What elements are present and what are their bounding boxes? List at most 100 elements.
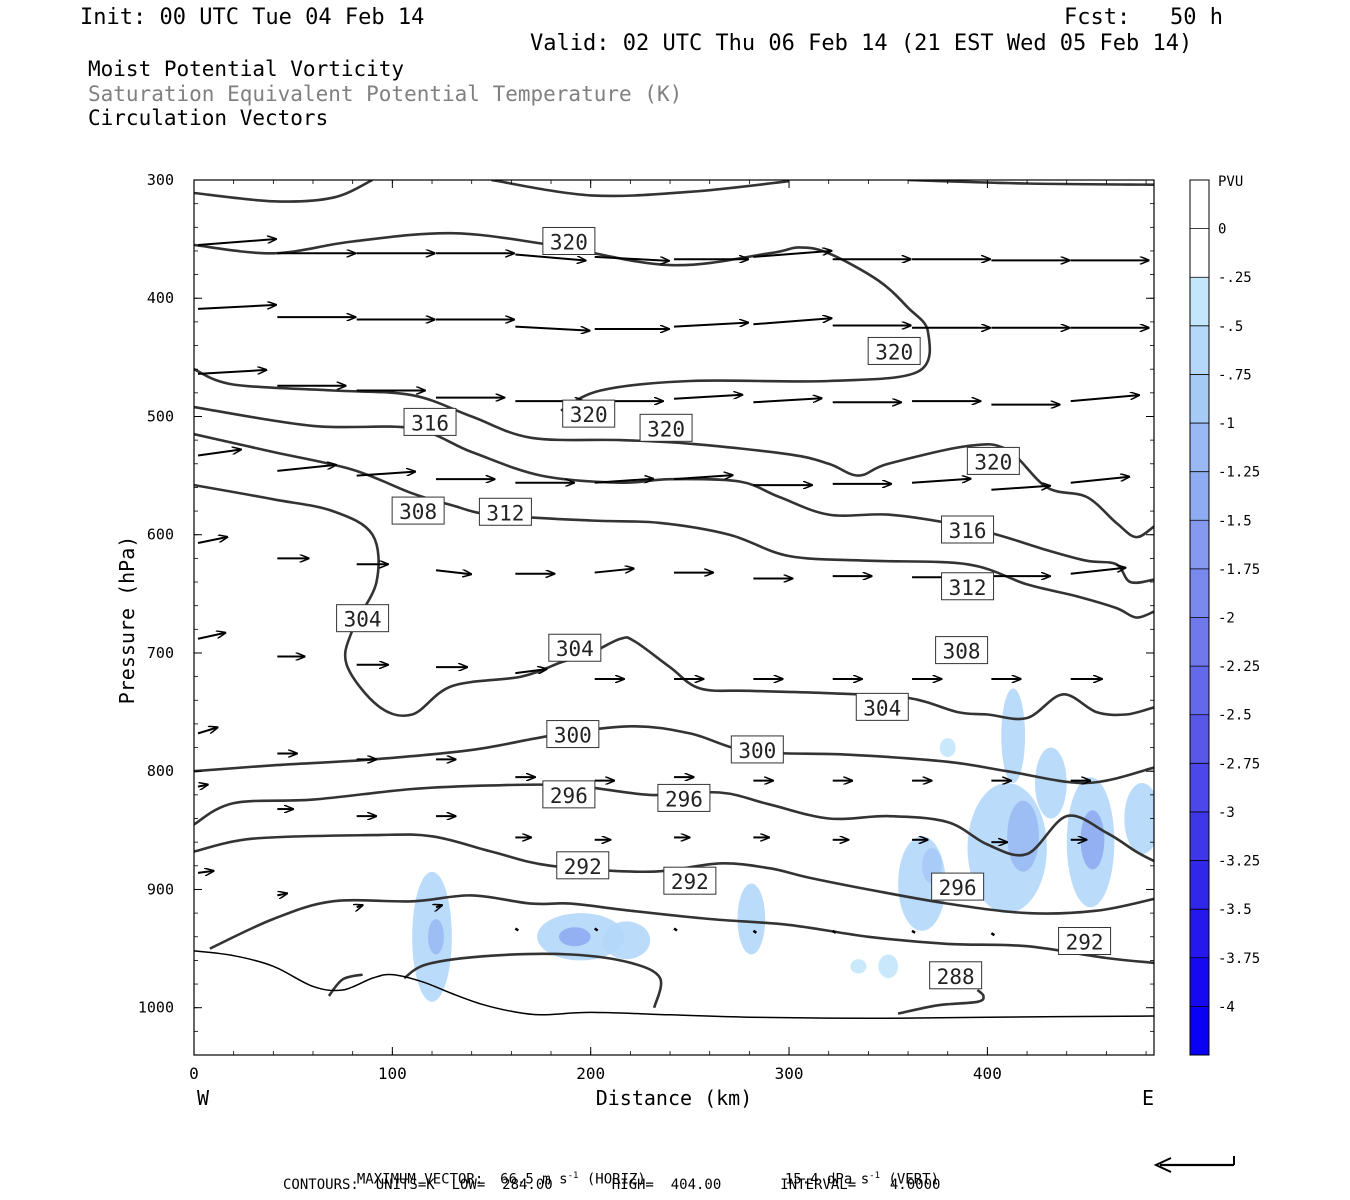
vector-arrow: [356, 472, 416, 477]
pv-region-4: [602, 921, 651, 960]
contour-label-box: [403, 407, 457, 436]
colorbar-swatch: [1190, 277, 1209, 327]
vector-arrow: [277, 465, 336, 472]
colorbar-swatch: [1190, 568, 1209, 618]
vector-arrow: [594, 569, 634, 574]
max-vector-vert: 15.4 dPa s-1 (VERT): [768, 1158, 939, 1187]
x-tick-label: 300: [775, 1064, 804, 1083]
contour-276-13: [327, 973, 363, 997]
contour-label-text: 304: [556, 637, 594, 661]
vector-arrow: [990, 932, 996, 937]
pv-region-16: [850, 959, 867, 974]
contour-label-320: 320: [966, 446, 1020, 475]
vector-arrow: [594, 479, 654, 484]
contour-label-box: [867, 336, 921, 365]
colorbar-swatch: [1190, 374, 1209, 424]
y-tick-label: 500: [147, 407, 174, 425]
vector-arrow: [515, 669, 546, 673]
y-tick-label: 900: [147, 880, 174, 898]
field-label-mpv: Moist Potential Vorticity: [88, 57, 405, 81]
contour-label-box: [935, 636, 989, 665]
contour-label-292: 292: [1058, 926, 1112, 955]
contour-312-4: [194, 367, 1154, 539]
contour-label-text: 308: [399, 500, 437, 524]
contour-label-304: 304: [855, 692, 909, 721]
contour-292-9: [194, 783, 1154, 863]
contour-label-316: 316: [941, 515, 995, 544]
x-tick-label: 0: [189, 1064, 199, 1083]
x-tick-label: 100: [378, 1064, 407, 1083]
contour-272-14: [897, 989, 985, 1015]
vector-arrow: [673, 927, 678, 932]
axis-layer: 300 400 500 600 700 800 900 1000 0 100 200 300 400: [138, 171, 1154, 1083]
pv-shading-layer: [412, 688, 1154, 1002]
contour-label-box: [657, 783, 711, 812]
colorbar-swatch: [1190, 860, 1209, 910]
vector-arrow: [197, 537, 227, 544]
contour-288-10: [194, 833, 1154, 915]
contour-label-layer: 320 320 320 320 320 316 316 312 312 308 308 304 304 3…: [336, 226, 1112, 990]
contour-label-box: [542, 226, 596, 255]
colorbar-label: -1.75: [1218, 562, 1260, 578]
colorbar-swatch: [1190, 325, 1209, 375]
pv-region-8: [1001, 688, 1026, 784]
contour-label-text: 320: [550, 230, 588, 254]
contour-label-text: 316: [411, 411, 449, 435]
colorbar-swatch: [1190, 180, 1209, 230]
contour-label-304: 304: [336, 604, 390, 633]
colorbar-swatch: [1190, 666, 1209, 716]
contour-label-text: 296: [550, 784, 588, 808]
contour-label-box: [639, 413, 693, 442]
vector-arrow: [197, 785, 208, 787]
forecast-hour: Fcst: 50 h: [1064, 5, 1223, 30]
colorbar-label: -2.5: [1218, 708, 1252, 724]
contour-label-308: 308: [935, 636, 989, 665]
pv-region-3: [558, 927, 591, 947]
contour-label-text: 296: [665, 787, 703, 811]
vector-arrow: [911, 479, 971, 484]
colorbar-swatch: [1190, 228, 1209, 278]
contour-label-text: 320: [974, 450, 1012, 474]
contour-label-320: 320: [639, 413, 693, 442]
contour-316-3: [194, 231, 932, 412]
colorbar-swatch: [1190, 763, 1209, 813]
max-vector-vert-suffix: (VERT): [880, 1171, 940, 1188]
contour-label-text: 320: [647, 417, 685, 441]
colorbar-label: -4: [1218, 999, 1235, 1015]
vector-arrow: [197, 727, 218, 735]
colorbar-label: -3: [1218, 805, 1235, 821]
contour-label-text: 300: [554, 724, 592, 748]
vector-arrow: [673, 323, 748, 328]
pv-region-15: [939, 738, 956, 758]
max-vector-horiz-suffix: (HORIZ): [578, 1171, 646, 1188]
contour-label-box: [931, 872, 985, 901]
contour-label-text: 288: [937, 965, 975, 989]
contour-label-text: 304: [344, 608, 382, 632]
y-tick-label: 800: [147, 762, 174, 780]
contour-label-box: [1058, 926, 1112, 955]
circulation-vector-layer: [197, 239, 1149, 937]
pv-region-11: [1034, 747, 1067, 819]
y-tick-label: 700: [147, 644, 174, 662]
y-tick-label: 1000: [138, 999, 174, 1017]
contour-label-text: 312: [486, 501, 524, 525]
y-tick-label: 600: [147, 526, 174, 544]
contour-label-312: 312: [941, 572, 995, 601]
x-axis-east-label: E: [1142, 1086, 1154, 1110]
colorbar-label: -1.5: [1218, 513, 1252, 529]
colorbar-label: -3.5: [1218, 902, 1252, 918]
vector-arrow: [197, 239, 276, 247]
x-tick-label: 400: [973, 1064, 1002, 1083]
contour-label-text: 292: [564, 855, 602, 879]
contour-label-text: 316: [949, 519, 987, 543]
vector-arrow: [1070, 568, 1126, 575]
contour-label-320: 320: [867, 336, 921, 365]
contour-label-288: 288: [929, 961, 983, 990]
contour-label-text: 304: [863, 696, 901, 720]
pv-region-10: [1007, 800, 1039, 872]
contour-label-box: [562, 399, 616, 428]
pv-region-14: [1124, 783, 1154, 854]
init-time: Init: 00 UTC Tue 04 Feb 14: [80, 5, 425, 30]
colorbar-label: 0: [1218, 222, 1226, 238]
vector-arrow: [991, 486, 1050, 491]
